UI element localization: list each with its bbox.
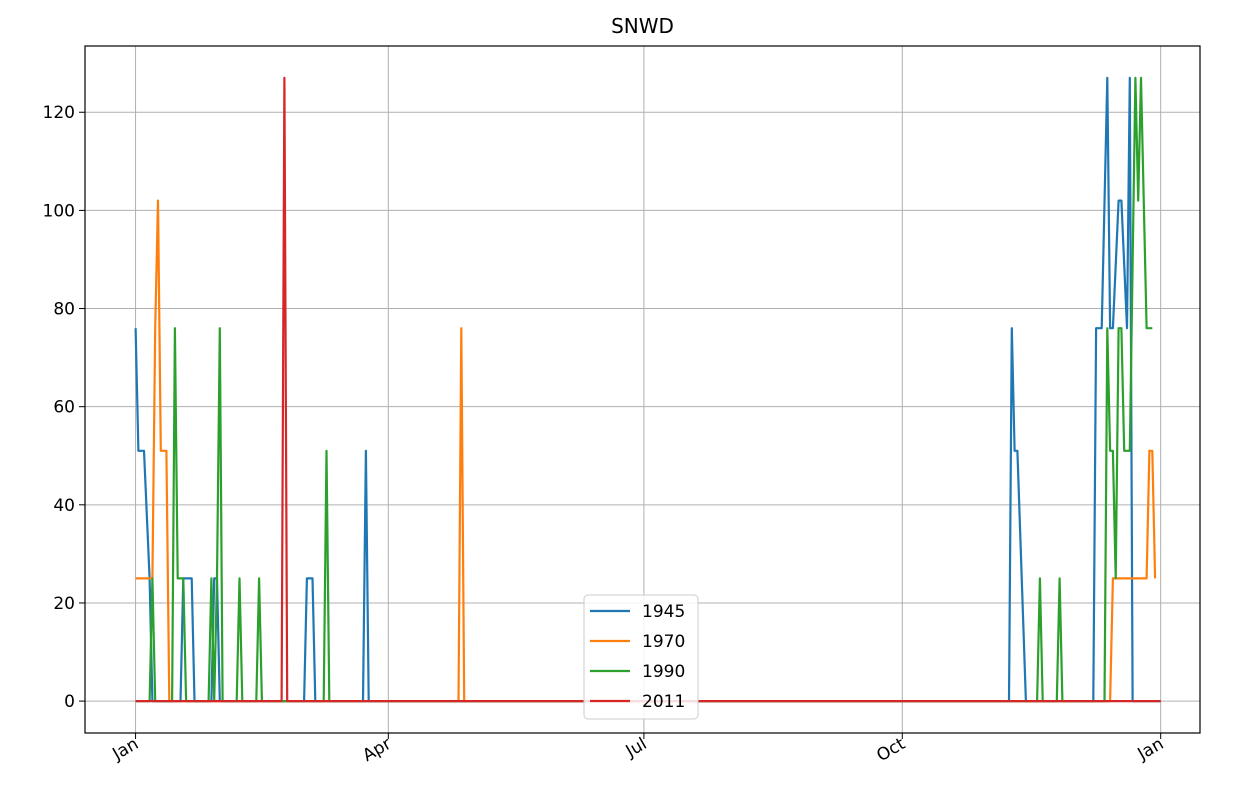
series-line-1970 [135, 199, 1157, 703]
plot-frame [84, 45, 1201, 734]
legend-label-2011: 2011 [642, 692, 685, 712]
series-lines [134, 76, 1161, 703]
legend: 1945 1970 1990 2011 [583, 594, 699, 720]
y-tick-label: 40 [53, 496, 75, 516]
chart-title: SNWD [611, 14, 674, 38]
legend-label-1970: 1970 [642, 632, 685, 652]
legend-label-1990: 1990 [642, 662, 685, 682]
y-tick-label: 80 [53, 300, 75, 320]
series-line-2011 [135, 76, 1161, 703]
y-tick-label: 120 [43, 103, 75, 123]
y-tick-label: 100 [43, 201, 75, 221]
legend-box [583, 594, 699, 720]
y-tick-label: 20 [53, 594, 75, 614]
y-tick-label: 60 [53, 398, 75, 418]
y-tick-label: 0 [64, 692, 75, 712]
legend-label-1945: 1945 [642, 602, 685, 622]
series-line-1990 [135, 76, 1153, 703]
